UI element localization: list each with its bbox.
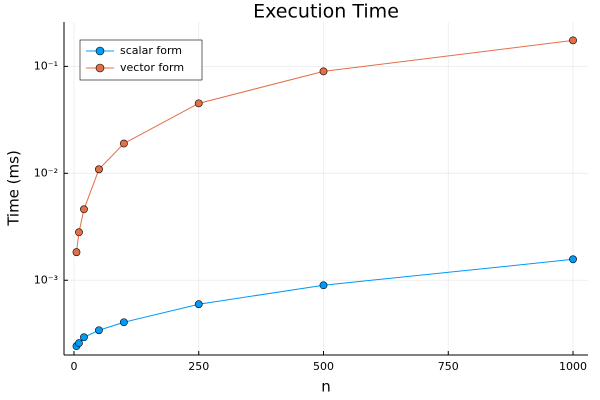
data-point (75, 339, 83, 348)
x-tick-label: 500 (313, 360, 334, 373)
data-point (119, 318, 128, 327)
y-tick-label: 10⁻¹ (34, 59, 58, 72)
data-point (75, 228, 83, 237)
data-point (95, 165, 103, 174)
legend-marker (95, 63, 105, 73)
series-line (75, 39, 574, 253)
y-tick-label: 10⁻³ (34, 273, 58, 286)
series-line (76, 258, 574, 347)
data-point (194, 99, 203, 108)
legend-label: scalar form (120, 44, 182, 57)
data-point (194, 300, 203, 309)
data-point (319, 281, 328, 290)
data-point (319, 67, 328, 76)
data-point (569, 255, 577, 264)
x-tick-label: 0 (70, 360, 77, 373)
legend-box (79, 39, 203, 81)
x-tick-label: 250 (188, 360, 209, 373)
legend-label: vector form (120, 61, 184, 74)
x-axis-label: n (321, 378, 331, 396)
y-tick-label: 10⁻² (34, 166, 58, 179)
data-point (80, 205, 88, 214)
x-tick-label: 1000 (559, 360, 587, 373)
data-point (95, 326, 103, 335)
data-point (119, 139, 128, 148)
y-axis-label: Time (ms) (5, 150, 23, 227)
legend-marker (95, 46, 105, 56)
data-point (569, 36, 577, 45)
x-tick-label: 750 (438, 360, 459, 373)
data-point (80, 333, 88, 342)
data-point (72, 248, 81, 257)
chart-title: Execution Time (253, 1, 399, 23)
